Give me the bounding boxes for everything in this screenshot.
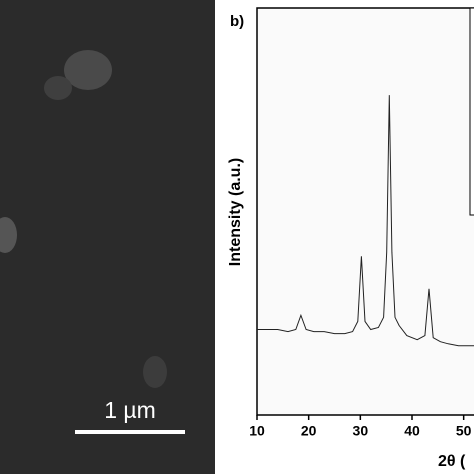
inset-frame [469,7,474,216]
scale-bar-label: 1 µm [104,397,156,423]
xrd-chart: b) Intensity (a.u.) 2θ ( 10 20 30 40 50 [227,7,474,470]
panel-label: b) [230,13,244,30]
particle [0,217,17,253]
x-tick-label: 40 [404,423,420,439]
x-tick-label: 20 [301,423,317,439]
particle [143,356,167,388]
x-tick-label: 10 [249,423,265,439]
y-axis-label: Intensity (a.u.) [227,158,244,266]
x-tick-label: 50 [456,423,472,439]
x-axis-label: 2θ ( [438,453,466,470]
particle [64,50,112,90]
sem-image: 1 µm [0,0,215,474]
x-tick-label: 30 [353,423,369,439]
particle [44,76,72,100]
plot-area [256,7,474,416]
xrd-pattern [257,95,474,347]
